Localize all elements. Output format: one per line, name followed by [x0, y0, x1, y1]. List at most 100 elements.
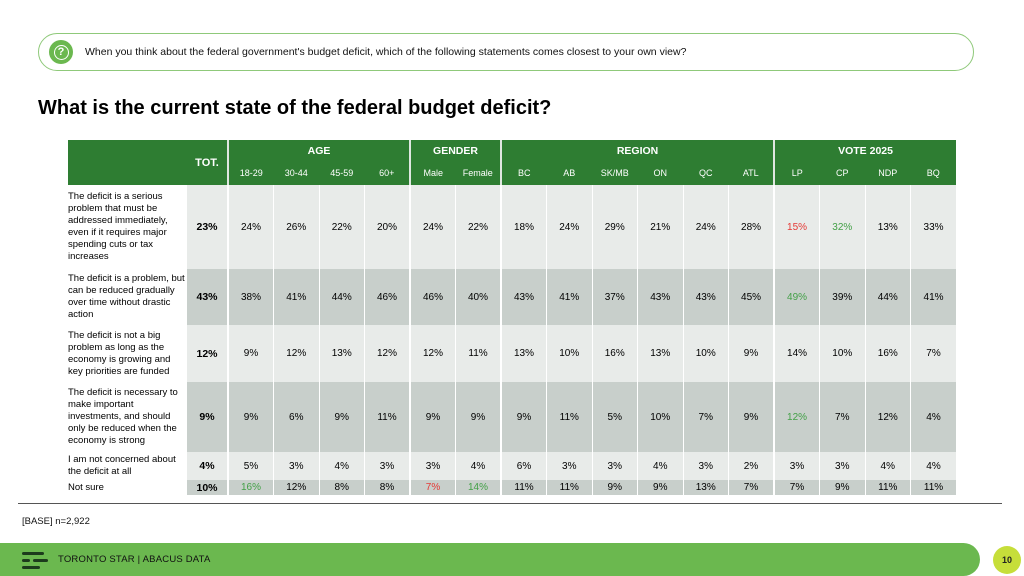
column-header: ON [637, 161, 684, 185]
cell-value: 29% [591, 185, 638, 269]
cell-value: 22% [455, 185, 502, 269]
cell-value: 9% [637, 480, 684, 495]
cell-value: 43% [637, 269, 684, 325]
cell-value: 4% [455, 452, 502, 480]
tot-value: 12% [187, 325, 228, 382]
cell-value: 28% [728, 185, 775, 269]
column-header: BC [500, 161, 547, 185]
cell-value: 4% [864, 452, 911, 480]
cell-value: 7% [728, 480, 775, 495]
column-header: 30-44 [273, 161, 319, 185]
footer-bar: TORONTO STAR | ABACUS DATA [0, 543, 980, 576]
row-label: Not sure [68, 480, 187, 495]
cell-value: 8% [364, 480, 411, 495]
tot-value: 23% [187, 185, 228, 269]
abacus-logo-icon [22, 551, 48, 569]
cell-value: 14% [773, 325, 820, 382]
cell-value: 12% [409, 325, 456, 382]
cell-value: 44% [864, 269, 911, 325]
tot-header: TOT. [187, 140, 228, 185]
group-header-region: REGION [500, 140, 775, 161]
cell-value: 9% [455, 382, 502, 452]
cell-value: 9% [819, 480, 866, 495]
header-blank [68, 140, 187, 185]
table-row: The deficit is a serious problem that mu… [68, 185, 957, 269]
cell-value: 11% [500, 480, 547, 495]
cell-value: 5% [591, 382, 638, 452]
cell-value: 10% [637, 382, 684, 452]
tot-value: 4% [187, 452, 228, 480]
cell-value: 11% [910, 480, 957, 495]
sub-header-row: 18-29 30-44 45-59 60+ Male Female BC AB SK/MB ON Q… [68, 161, 957, 185]
cell-value: 45% [728, 269, 775, 325]
tot-value: 9% [187, 382, 228, 452]
cell-value: 9% [728, 325, 775, 382]
cell-value: 9% [409, 382, 456, 452]
group-header-vote: VOTE 2025 [773, 140, 957, 161]
cell-value: 24% [227, 185, 274, 269]
cell-value: 11% [455, 325, 502, 382]
cell-value: 11% [546, 480, 593, 495]
cell-value: 24% [682, 185, 729, 269]
cell-value: 7% [409, 480, 456, 495]
cell-value: 12% [864, 382, 911, 452]
cell-value: 16% [864, 325, 911, 382]
cell-value: 3% [773, 452, 820, 480]
group-header-gender: GENDER [409, 140, 502, 161]
table-row: The deficit is necessary to make importa… [68, 382, 957, 452]
cell-value: 6% [500, 452, 547, 480]
column-header: Female [455, 161, 502, 185]
cell-value: 44% [318, 269, 365, 325]
cell-value: 11% [864, 480, 911, 495]
page-title: What is the current state of the federal… [38, 97, 552, 119]
question-text: When you think about the federal governm… [85, 46, 687, 58]
cell-value: 3% [409, 452, 456, 480]
cell-value: 10% [546, 325, 593, 382]
cell-value: 21% [637, 185, 684, 269]
cell-value: 20% [364, 185, 411, 269]
row-label: The deficit is a serious problem that mu… [68, 185, 187, 269]
table-row: The deficit is not a big problem as long… [68, 325, 957, 382]
cell-value: 24% [409, 185, 456, 269]
column-header: 18-29 [227, 161, 274, 185]
cell-value: 4% [910, 382, 957, 452]
cell-value: 12% [364, 325, 411, 382]
cell-value: 3% [591, 452, 638, 480]
cell-value: 13% [500, 325, 547, 382]
table-row: I am not concerned about the deficit at … [68, 452, 957, 480]
column-header: QC [683, 161, 729, 185]
cell-value: 24% [546, 185, 593, 269]
cell-value: 37% [591, 269, 638, 325]
column-header: CP [819, 161, 866, 185]
row-label: The deficit is necessary to make importa… [68, 382, 187, 452]
cell-value: 3% [364, 452, 411, 480]
cell-value: 6% [273, 382, 319, 452]
cell-value: 9% [227, 382, 274, 452]
group-header-age: AGE [226, 140, 411, 161]
cell-value: 2% [728, 452, 775, 480]
cell-value: 39% [819, 269, 866, 325]
cell-value: 13% [682, 480, 729, 495]
cell-value: 3% [273, 452, 319, 480]
table-row: The deficit is a problem, but can be red… [68, 269, 957, 325]
cell-value: 7% [682, 382, 729, 452]
cell-value: 22% [318, 185, 365, 269]
divider [18, 503, 1002, 504]
cell-value: 33% [910, 185, 957, 269]
tot-value: 10% [187, 480, 228, 495]
column-header: AB [546, 161, 593, 185]
cell-value: 10% [819, 325, 866, 382]
question-box: ? When you think about the federal gover… [38, 33, 974, 71]
cell-value: 9% [591, 480, 638, 495]
row-label: The deficit is a problem, but can be red… [68, 269, 187, 325]
column-header: 45-59 [319, 161, 365, 185]
row-label: The deficit is not a big problem as long… [68, 325, 187, 382]
cell-value: 4% [910, 452, 957, 480]
cell-value: 13% [864, 185, 911, 269]
footer-text: TORONTO STAR | ABACUS DATA [58, 554, 211, 565]
column-header: Male [409, 161, 456, 185]
cell-value: 12% [273, 325, 319, 382]
column-header: ATL [728, 161, 775, 185]
cell-value: 41% [273, 269, 319, 325]
row-label: I am not concerned about the deficit at … [68, 452, 187, 480]
